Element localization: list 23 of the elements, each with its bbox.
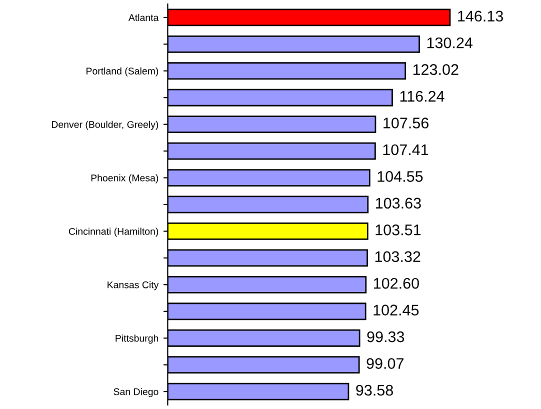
data-label: 107.41: [383, 144, 428, 156]
data-label: 107.56: [384, 118, 428, 128]
data-label: 103.51: [376, 224, 421, 236]
data-label: 103.63: [376, 198, 421, 209]
y-tick-label: Pittsburgh: [116, 334, 158, 344]
data-label: 146.13: [458, 10, 503, 22]
y-tick-label: San Diego: [114, 388, 158, 398]
y-tick-label: Kansas City: [108, 281, 159, 290]
y-tick-label: Portland (Salem): [86, 67, 158, 76]
data-label: 99.07: [366, 358, 404, 369]
data-label: 123.02: [413, 64, 458, 75]
data-label: 99.33: [367, 331, 404, 342]
data-label: 103.32: [375, 251, 420, 262]
data-label: 102.60: [374, 278, 419, 289]
y-tick-label: Denver (Boulder, Greely): [52, 120, 158, 130]
data-label: 130.24: [427, 37, 473, 48]
data-label: 116.24: [400, 90, 444, 102]
data-label: 102.45: [374, 304, 419, 316]
y-tick-label: Phoenix (Mesa): [91, 174, 158, 184]
y-tick-label: Cincinnati (Hamilton): [68, 228, 158, 237]
y-tick-label: Atlanta: [128, 14, 159, 22]
data-label: 104.55: [378, 171, 423, 182]
data-label: 93.58: [356, 384, 393, 396]
